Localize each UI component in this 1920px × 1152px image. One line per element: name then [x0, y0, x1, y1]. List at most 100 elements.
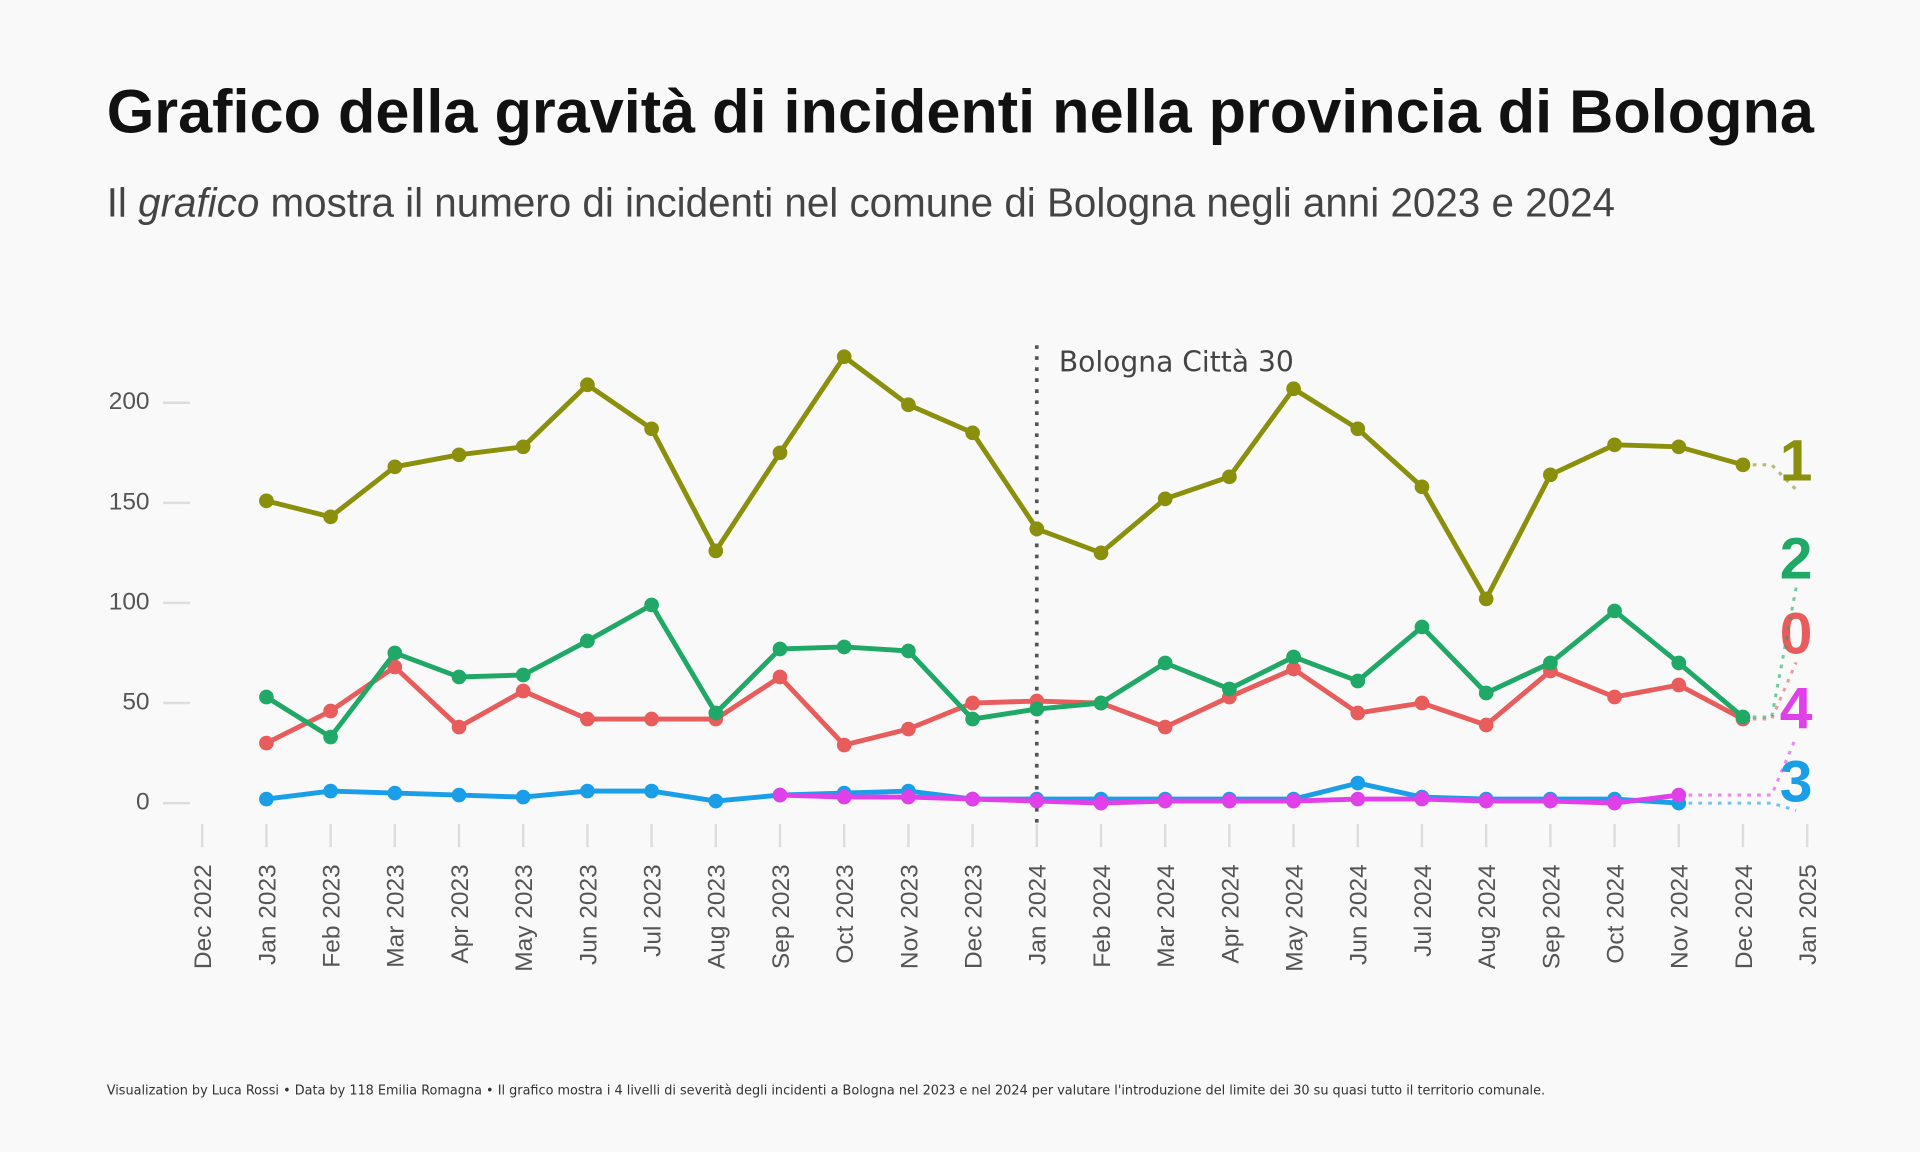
point: [1286, 661, 1301, 677]
subtitle-part: Il: [107, 179, 138, 225]
x-tick-label: Oct 2024: [1602, 864, 1629, 963]
x-tick-label: Apr 2024: [1217, 864, 1244, 963]
point: [259, 735, 274, 751]
point: [515, 789, 531, 805]
point: [1414, 791, 1430, 807]
point: [708, 705, 724, 721]
x-tick-label: Aug 2024: [1474, 864, 1501, 969]
point: [451, 787, 467, 803]
series-label: 1: [1780, 429, 1813, 494]
point: [515, 667, 531, 683]
point: [965, 791, 980, 807]
point: [1671, 655, 1687, 671]
point: [1414, 695, 1430, 711]
point: [1671, 677, 1687, 693]
series-label: 4: [1780, 676, 1813, 741]
x-tick-label: Jul 2024: [1410, 864, 1437, 957]
point: [1222, 681, 1237, 697]
subtitle-part: grafico: [138, 179, 259, 225]
point: [387, 785, 403, 801]
y-tick-label: 0: [136, 789, 150, 816]
point: [1157, 491, 1173, 507]
point: [515, 439, 531, 455]
label-connector: [1752, 463, 1798, 491]
point: [708, 543, 724, 559]
x-tick-label: Nov 2024: [1667, 864, 1694, 969]
footer: Visualization by Luca Rossi • Data by 11…: [107, 1083, 1545, 1098]
point: [387, 459, 403, 475]
point: [451, 447, 467, 463]
x-tick-label: Jan 2025: [1795, 864, 1822, 965]
x-tick-label: Jun 2023: [575, 864, 602, 965]
series-line: [265, 664, 1745, 748]
point: [1029, 701, 1045, 717]
series-label: 0: [1780, 601, 1813, 666]
point: [1607, 795, 1622, 811]
point: [1157, 655, 1173, 671]
x-tick-label: Feb 2024: [1089, 864, 1116, 967]
point: [323, 509, 338, 525]
point: [836, 639, 852, 655]
point: [1478, 685, 1494, 701]
y-tick-label: 50: [122, 688, 149, 715]
point: [901, 643, 916, 659]
point: [1543, 467, 1558, 483]
point: [1543, 793, 1558, 809]
point: [1414, 479, 1430, 495]
point: [1350, 705, 1366, 721]
point: [1286, 649, 1301, 665]
point: [259, 493, 274, 509]
point: [1157, 719, 1173, 735]
annotation-text: Bologna Città 30: [1059, 346, 1294, 379]
point: [259, 791, 274, 807]
point: [1029, 521, 1045, 537]
series-line: [265, 354, 1744, 602]
series-label: 3: [1780, 749, 1813, 814]
point: [965, 711, 980, 727]
subtitle-part: mostra il numero di incidenti nel comune…: [259, 179, 1615, 225]
series-label: 2: [1780, 527, 1813, 592]
x-tick-label: Jun 2024: [1346, 864, 1373, 965]
point: [1671, 439, 1687, 455]
point: [965, 425, 980, 441]
x-tick-label: Aug 2023: [704, 864, 731, 969]
point: [644, 711, 659, 727]
y-tick-label: 150: [109, 488, 150, 515]
point: [1350, 775, 1366, 791]
x-tick-label: Dec 2023: [961, 864, 988, 969]
point: [1735, 709, 1751, 725]
point: [1478, 717, 1494, 733]
point: [772, 787, 788, 803]
point: [1607, 437, 1622, 453]
x-tick-label: Nov 2023: [896, 864, 923, 969]
point: [1093, 695, 1109, 711]
point: [1222, 793, 1237, 809]
point: [836, 737, 852, 753]
point: [451, 719, 467, 735]
x-tick-label: Jan 2024: [1025, 864, 1052, 965]
point: [1029, 793, 1045, 809]
point: [901, 397, 916, 413]
point: [451, 669, 467, 685]
x-tick-label: Mar 2023: [383, 864, 410, 967]
point: [1093, 545, 1109, 561]
label-connector: [1752, 661, 1798, 721]
point: [772, 641, 788, 657]
x-tick-label: Jan 2023: [254, 864, 281, 965]
point: [772, 669, 788, 685]
point: [323, 729, 338, 745]
point: [323, 703, 338, 719]
y-tick-label: 200: [109, 388, 150, 415]
point: [644, 421, 659, 437]
point: [1157, 793, 1173, 809]
x-tick-label: Dec 2022: [190, 864, 217, 969]
chart-subtitle: Il grafico mostra il numero di incidenti…: [107, 179, 1615, 225]
x-tick-label: Mar 2024: [1153, 864, 1180, 967]
point: [323, 783, 338, 799]
point: [1414, 619, 1430, 635]
point: [1222, 469, 1237, 485]
point: [901, 721, 916, 737]
point: [580, 633, 595, 649]
x-tick-label: Apr 2023: [447, 864, 474, 963]
